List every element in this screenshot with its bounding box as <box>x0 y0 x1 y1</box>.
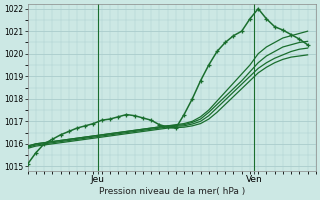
X-axis label: Pression niveau de la mer( hPa ): Pression niveau de la mer( hPa ) <box>99 187 245 196</box>
